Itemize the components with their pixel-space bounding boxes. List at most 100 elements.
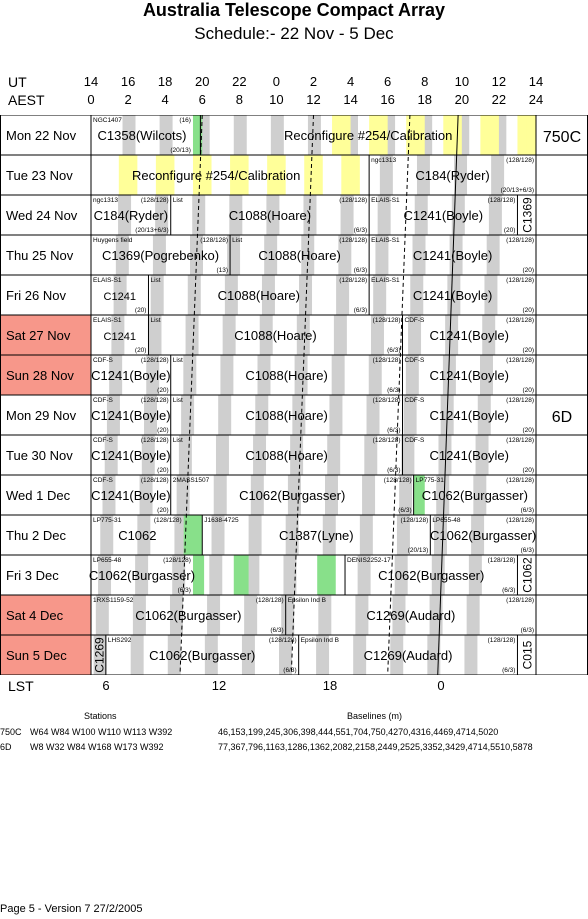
lst-band [362,475,376,515]
lst-band [95,595,109,635]
reconfig-band [155,155,175,195]
ratio-label: (20) [522,387,534,394]
source-label: Epsilon Ind B [288,597,326,604]
day-label: Wed 1 Dec [6,488,71,503]
aest-tick: 22 [491,92,507,107]
ratio-label: (6/3) [521,507,534,514]
day-label: Fri 26 Nov [6,288,66,303]
reconfig-band [192,155,212,195]
ratio-label: (128/128) [506,477,534,484]
lst-band [183,355,197,395]
source-label: LHS292 [108,637,132,644]
source-label: ELAIS-S1 [371,197,400,204]
day-label: Sat 27 Nov [6,328,71,343]
lst-band [98,555,112,595]
aest-tick: 20 [454,92,470,107]
program-label: C1358(Wilcots) [98,128,187,143]
ratio-label: (6/3) [521,627,534,634]
source-label: LP775-31 [93,517,122,524]
ut-tick: 2 [309,74,318,89]
aest-axis-label: AEST [8,92,45,108]
lst-band [146,355,160,395]
day-label: Thu 25 Nov [6,248,74,263]
lst-band [316,635,330,675]
program-label: C1269 [92,637,106,673]
source-label: J1638-4725 [204,517,239,524]
green-band [183,515,203,555]
lst-band [255,395,269,435]
ut-tick: 20 [195,74,210,89]
ratio-label: (20) [522,347,534,354]
day-label: Thu 2 Dec [6,528,66,543]
aest-tick: 16 [380,92,395,107]
lst-band [353,635,367,675]
lst-band [475,435,489,475]
program-label: C1387(Lyne) [279,528,354,543]
lst-band [106,395,120,435]
lst-band [477,395,491,435]
lst-band [248,515,262,555]
green-band [317,555,336,595]
source-label: CDF-S [405,357,426,364]
program-label: C1241(Boyle) [413,248,493,263]
lst-band [261,275,275,315]
source-label: List [173,357,183,364]
source-label: ngc1313 [93,197,118,204]
source-label: CDF-S [405,397,426,404]
ratio-label: (128/128) [373,397,401,404]
config-row-6d-stations: W8 W32 W84 W168 W173 W392 [30,742,164,752]
page-footer: Page 5 - Version 7 27/2/2005 [0,903,143,915]
program-label: C1241(Boyle) [91,488,171,503]
lst-band [169,595,183,635]
ratio-label: (128/128) [400,517,428,524]
lst-band [473,475,487,515]
program-label: C015 [521,640,535,669]
program-label: C184(Ryder) [415,168,489,183]
source-label: LP655-48 [93,557,122,564]
weekend-cell [0,355,91,395]
source-label: 1RXS1159-52 [93,597,134,604]
source-label: List [173,397,183,404]
ratio-label: (16) [179,117,191,124]
lst-band [209,555,223,595]
ut-tick: 0 [272,74,281,89]
source-label: ELAIS-S1 [371,277,400,284]
reconfig-band [304,155,323,195]
program-label: C1369 [521,197,535,233]
source-label: ELAIS-S1 [93,277,122,284]
ratio-label: (128/128) [373,437,401,444]
lst-band [244,595,258,635]
lst-band [318,595,332,635]
ratio-label: (20/13+6/3) [501,187,534,194]
green-band [192,555,205,595]
lst-band [137,515,151,555]
lst-band [322,515,336,555]
ratio-label: (6/3) [502,667,515,674]
program-label: C1088(Hoare) [229,208,311,223]
ratio-label: (6/3) [387,387,400,394]
config-row-750c-stations: W64 W84 W100 W110 W113 W392 [30,727,173,737]
program-label: C1088(Hoare) [245,408,327,423]
ratio-label: (13) [217,267,229,274]
reconfig-band [526,115,536,155]
ratio-label: (128/128) [506,597,534,604]
ratio-label: (20) [157,507,169,514]
lst-band [327,435,341,475]
schedule-svg: Mon 22 Nov Tue 23 Nov Wed 24 Nov Thu 25 Nov… [0,114,588,676]
program-label: C1088(Hoare) [245,448,327,463]
program-label: C1062(Burgasser) [430,528,536,543]
lst-band [438,435,452,475]
lst-band [333,315,347,355]
lst-band [427,635,441,675]
program-label: Reconfigure #254/Calibration [284,128,452,143]
ratio-label: (128/128) [506,517,534,524]
lst-band [488,195,502,235]
lst-band [370,315,384,355]
lst-band [172,555,186,595]
ut-tick: 18 [157,74,173,89]
day-label: Tue 23 Nov [6,168,73,183]
lst-band [447,275,461,315]
day-label: Tue 30 Nov [6,448,73,463]
lst-band [155,195,169,235]
lst-band [392,595,406,635]
